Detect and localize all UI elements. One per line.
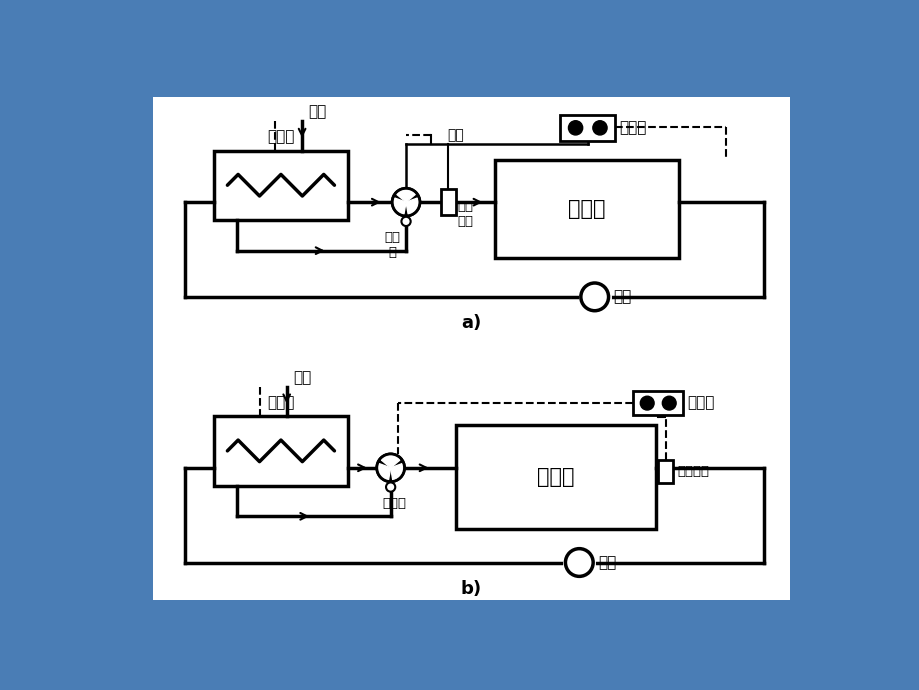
Text: 海水: 海水 xyxy=(308,105,326,119)
Circle shape xyxy=(401,217,410,226)
Polygon shape xyxy=(380,455,400,468)
Text: 柴油机: 柴油机 xyxy=(568,199,605,219)
Circle shape xyxy=(592,121,607,135)
Text: 三通阀: 三通阀 xyxy=(382,497,406,510)
Text: 调节器: 调节器 xyxy=(618,120,646,135)
Circle shape xyxy=(662,396,675,410)
Circle shape xyxy=(568,121,582,135)
Text: 调节器: 调节器 xyxy=(686,395,714,411)
Text: 柴油机: 柴油机 xyxy=(537,467,574,487)
Text: 冷却器: 冷却器 xyxy=(267,130,295,144)
Text: 冷却器: 冷却器 xyxy=(267,395,294,410)
Circle shape xyxy=(391,188,419,216)
Polygon shape xyxy=(393,198,405,214)
Text: 感温元件: 感温元件 xyxy=(676,465,709,478)
Polygon shape xyxy=(405,198,418,214)
Text: 空气: 空气 xyxy=(447,128,463,142)
Text: 水泵: 水泵 xyxy=(597,555,616,570)
Bar xyxy=(632,391,683,415)
Text: b): b) xyxy=(460,580,482,598)
Bar xyxy=(494,160,678,258)
Bar xyxy=(456,426,655,529)
Polygon shape xyxy=(396,190,415,202)
Polygon shape xyxy=(378,464,391,480)
Circle shape xyxy=(565,549,593,576)
Circle shape xyxy=(580,283,607,310)
Text: 水泵: 水泵 xyxy=(613,289,630,304)
Bar xyxy=(213,416,348,486)
Bar xyxy=(657,460,673,483)
Text: 三通
阀: 三通 阀 xyxy=(384,231,400,259)
Circle shape xyxy=(386,482,395,492)
Polygon shape xyxy=(391,464,403,480)
Bar xyxy=(213,150,348,220)
Text: 海水: 海水 xyxy=(292,371,311,385)
Circle shape xyxy=(377,454,404,482)
Text: 感温
元件: 感温 元件 xyxy=(457,199,473,228)
Bar xyxy=(560,115,615,141)
Text: a): a) xyxy=(460,314,482,332)
Circle shape xyxy=(640,396,653,410)
Bar xyxy=(440,189,456,215)
